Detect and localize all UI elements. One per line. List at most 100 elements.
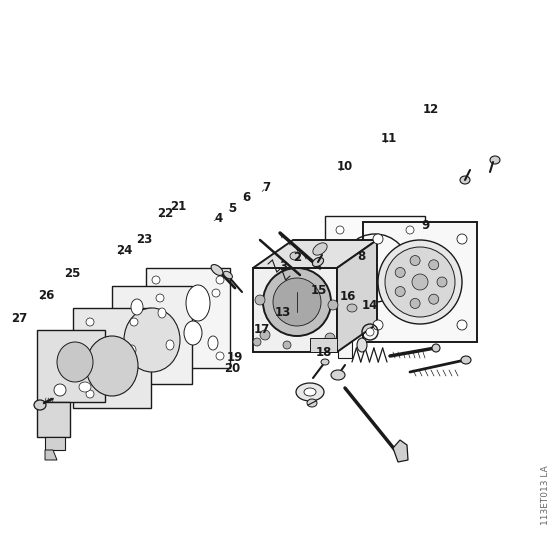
Ellipse shape	[260, 330, 270, 340]
Ellipse shape	[328, 300, 338, 310]
Ellipse shape	[158, 308, 166, 318]
Ellipse shape	[54, 384, 66, 396]
Polygon shape	[338, 258, 352, 358]
Ellipse shape	[156, 294, 164, 302]
Ellipse shape	[86, 318, 94, 326]
Ellipse shape	[86, 390, 94, 398]
Ellipse shape	[216, 276, 224, 284]
Ellipse shape	[412, 274, 428, 290]
Ellipse shape	[336, 226, 344, 234]
Ellipse shape	[410, 255, 420, 265]
Ellipse shape	[460, 176, 470, 184]
Ellipse shape	[385, 247, 455, 317]
Text: 10: 10	[336, 160, 353, 174]
Ellipse shape	[263, 268, 331, 336]
Text: 12: 12	[423, 102, 440, 116]
Text: 7: 7	[262, 181, 270, 194]
Ellipse shape	[86, 336, 138, 396]
Ellipse shape	[283, 341, 291, 349]
Ellipse shape	[313, 243, 327, 255]
Text: 22: 22	[157, 207, 174, 221]
Text: 5: 5	[228, 202, 236, 215]
Text: 113ET013 LA: 113ET013 LA	[540, 465, 549, 525]
Polygon shape	[393, 440, 408, 462]
Ellipse shape	[167, 338, 179, 354]
Ellipse shape	[429, 294, 438, 304]
Text: 14: 14	[361, 298, 378, 312]
Polygon shape	[73, 308, 151, 408]
Ellipse shape	[490, 156, 500, 164]
Ellipse shape	[130, 318, 138, 326]
Ellipse shape	[152, 276, 160, 284]
Ellipse shape	[128, 345, 136, 355]
Ellipse shape	[378, 240, 462, 324]
Text: 9: 9	[422, 218, 430, 232]
Polygon shape	[45, 450, 57, 460]
Ellipse shape	[152, 352, 160, 360]
Ellipse shape	[216, 352, 224, 360]
Ellipse shape	[457, 320, 467, 330]
Ellipse shape	[131, 299, 143, 315]
Ellipse shape	[304, 388, 316, 396]
Text: 11: 11	[381, 132, 398, 146]
Ellipse shape	[255, 295, 265, 305]
Ellipse shape	[395, 287, 405, 297]
Ellipse shape	[186, 285, 210, 321]
Ellipse shape	[211, 264, 223, 276]
Ellipse shape	[347, 304, 357, 312]
Text: 6: 6	[242, 190, 250, 204]
Ellipse shape	[373, 234, 383, 244]
Text: 25: 25	[64, 267, 81, 280]
Ellipse shape	[457, 234, 467, 244]
Ellipse shape	[325, 333, 335, 343]
Polygon shape	[37, 330, 105, 402]
Text: 2: 2	[293, 251, 301, 264]
Text: 4: 4	[214, 212, 222, 225]
Ellipse shape	[253, 338, 261, 346]
Ellipse shape	[166, 340, 174, 350]
Ellipse shape	[410, 298, 420, 309]
Ellipse shape	[290, 252, 300, 260]
Text: 21: 21	[170, 199, 186, 213]
Polygon shape	[363, 222, 477, 342]
Text: 24: 24	[116, 244, 133, 258]
Ellipse shape	[432, 344, 440, 352]
Ellipse shape	[273, 278, 321, 326]
Ellipse shape	[307, 399, 317, 407]
Ellipse shape	[461, 356, 471, 364]
Ellipse shape	[373, 320, 383, 330]
Ellipse shape	[57, 342, 93, 382]
Text: 23: 23	[136, 233, 153, 246]
Ellipse shape	[429, 260, 438, 270]
Ellipse shape	[124, 308, 180, 372]
Ellipse shape	[212, 289, 220, 297]
Text: 20: 20	[224, 362, 241, 375]
Polygon shape	[253, 240, 377, 268]
Ellipse shape	[311, 344, 319, 352]
Polygon shape	[146, 268, 230, 368]
Ellipse shape	[406, 226, 414, 234]
Polygon shape	[337, 240, 377, 352]
Ellipse shape	[34, 400, 46, 410]
Polygon shape	[253, 268, 337, 352]
Ellipse shape	[321, 359, 329, 365]
Ellipse shape	[296, 383, 324, 401]
Text: 8: 8	[357, 250, 365, 263]
Ellipse shape	[223, 271, 232, 279]
Ellipse shape	[184, 321, 202, 345]
Ellipse shape	[312, 258, 324, 267]
Ellipse shape	[395, 268, 405, 277]
Text: 13: 13	[274, 306, 291, 319]
Text: 26: 26	[38, 289, 54, 302]
Text: 17: 17	[254, 323, 270, 336]
Ellipse shape	[208, 336, 218, 350]
Text: 27: 27	[11, 311, 28, 325]
Polygon shape	[37, 402, 70, 437]
Ellipse shape	[437, 277, 447, 287]
Polygon shape	[45, 437, 65, 450]
Text: 19: 19	[227, 351, 244, 364]
Polygon shape	[310, 338, 337, 352]
Ellipse shape	[406, 302, 414, 310]
Text: 3: 3	[279, 259, 287, 273]
Text: 18: 18	[315, 346, 332, 360]
